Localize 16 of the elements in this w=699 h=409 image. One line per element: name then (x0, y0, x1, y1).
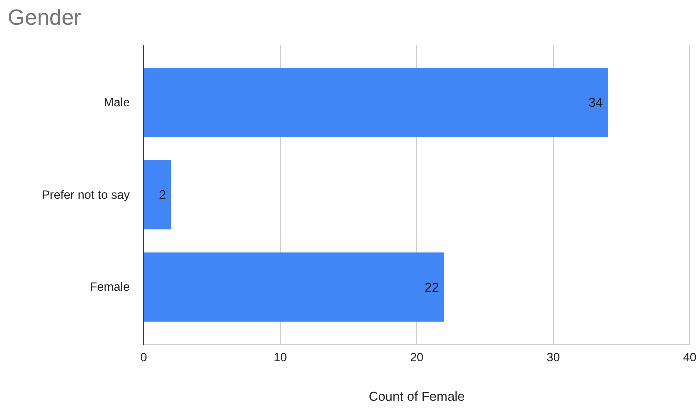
data-label: 2 (159, 188, 166, 203)
x-axis-title: Count of Female (368, 389, 466, 404)
x-tick-label: 40 (683, 350, 697, 365)
bar (144, 68, 608, 138)
data-label: 34 (588, 95, 604, 110)
data-label: 22 (424, 280, 440, 295)
chart-title: Gender (8, 5, 82, 30)
bar (144, 160, 172, 230)
x-tick-label: 30 (546, 350, 560, 365)
y-tick-label: Prefer not to say (42, 188, 130, 202)
x-tick-label: 20 (410, 350, 424, 365)
x-tick-label: 10 (274, 350, 288, 365)
bar (144, 252, 444, 322)
y-tick-label: Male (104, 96, 130, 110)
y-tick-label: Female (90, 280, 130, 294)
x-tick-label: 0 (140, 350, 148, 365)
